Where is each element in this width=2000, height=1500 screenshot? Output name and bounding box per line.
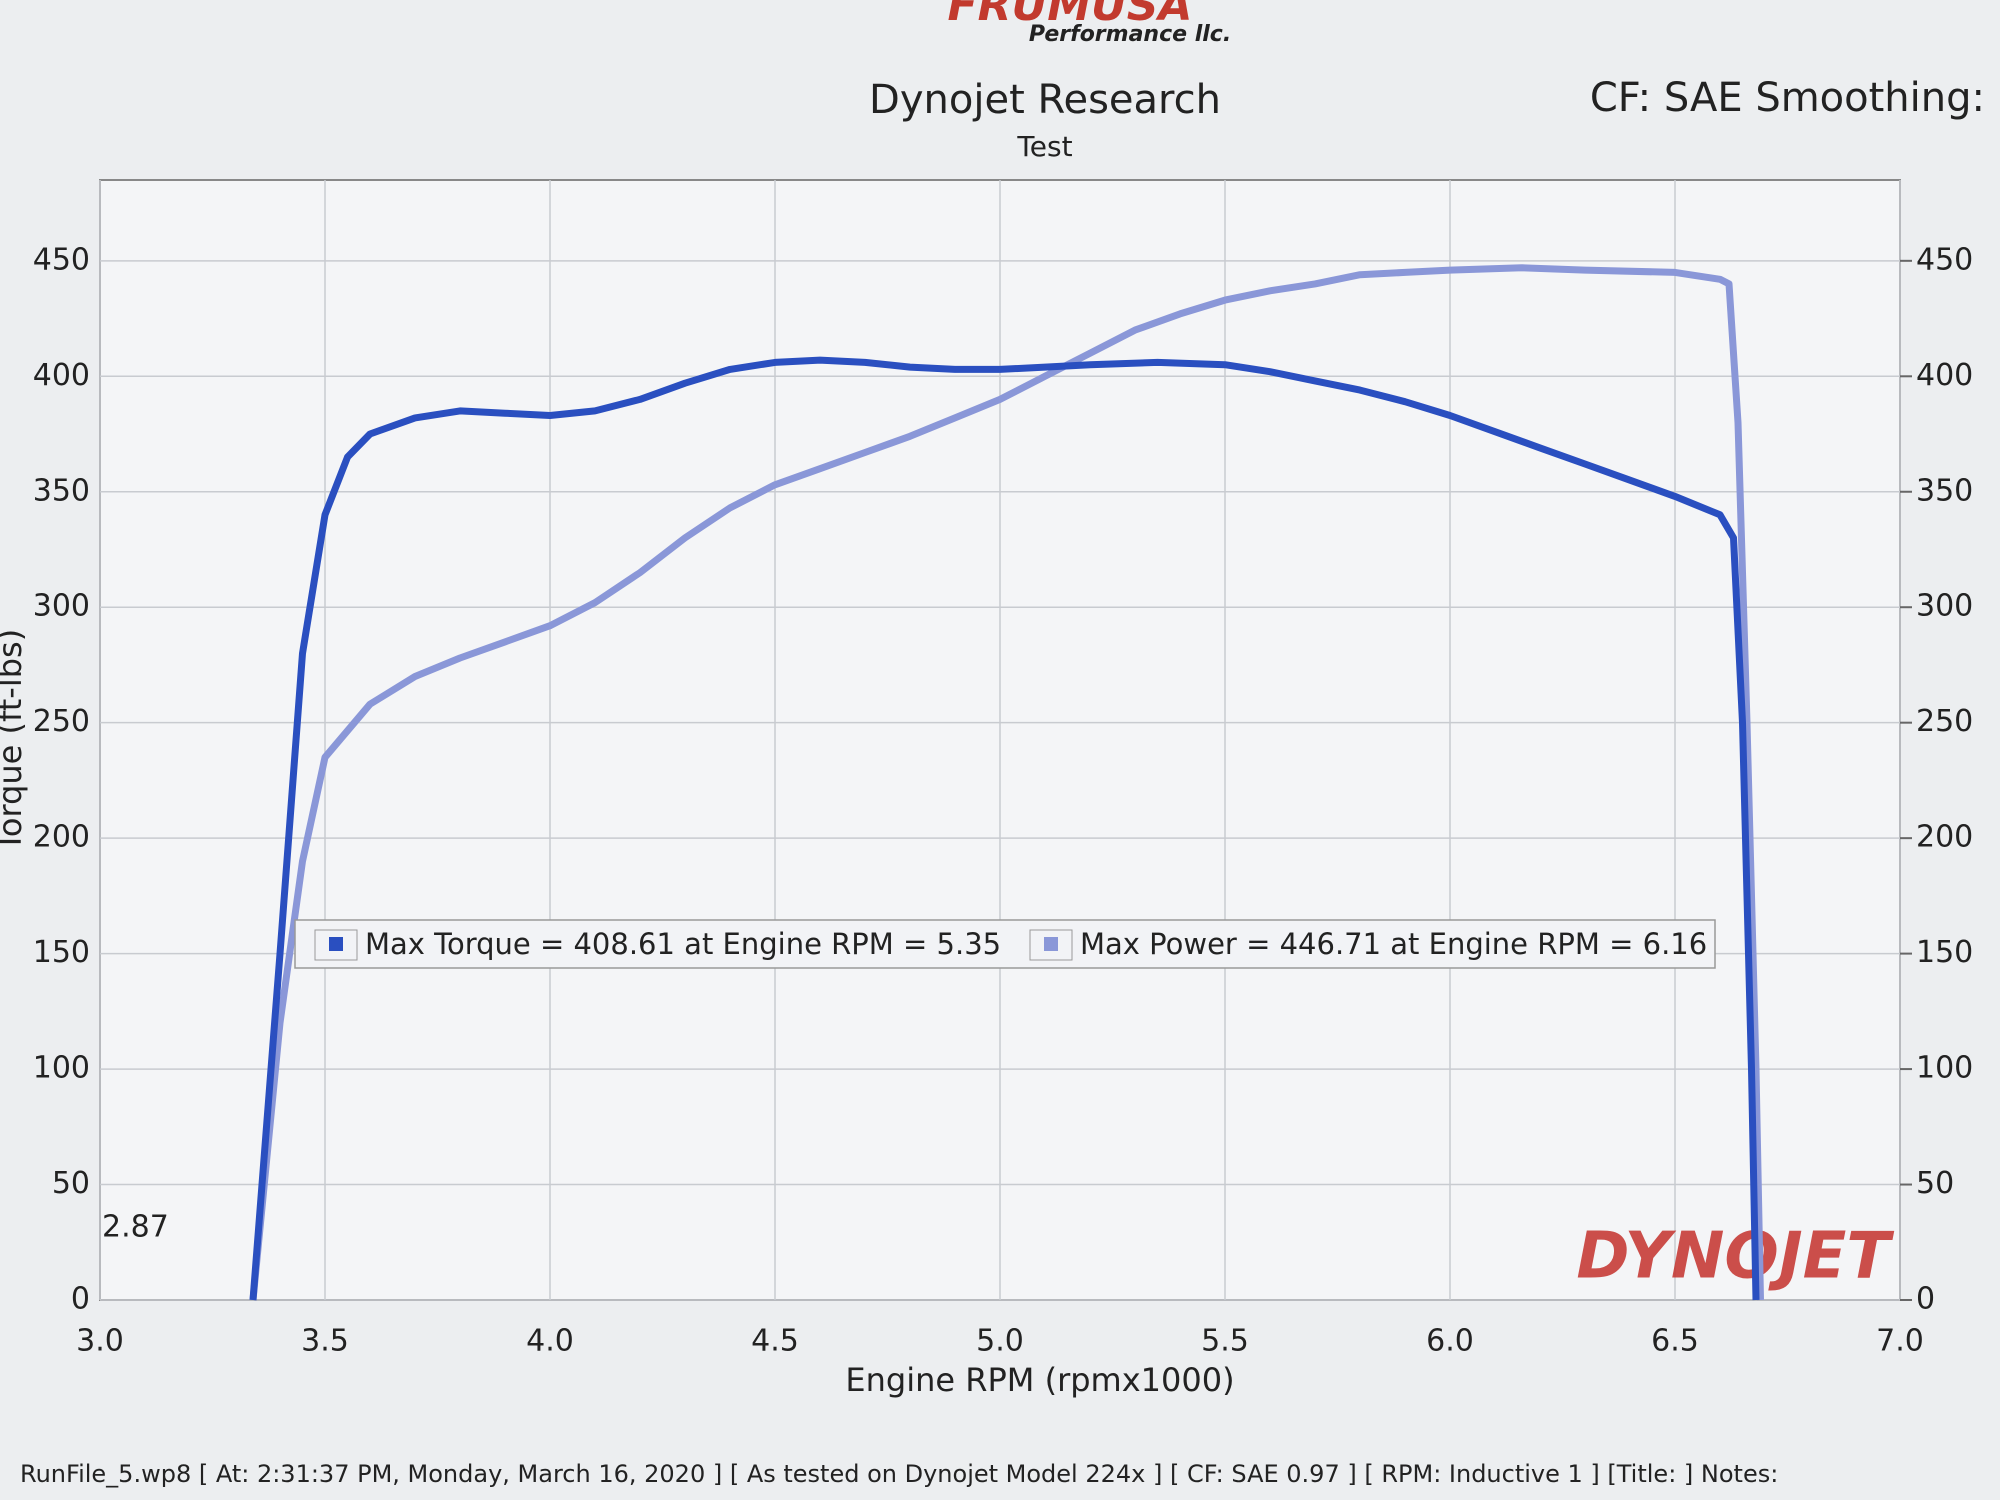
x-tick-label: 7.0 xyxy=(1876,1324,1924,1359)
x-tick-label: 6.5 xyxy=(1651,1324,1699,1359)
legend-marker xyxy=(329,937,343,951)
x-tick-label: 3.5 xyxy=(301,1324,349,1359)
logo: FRUMUSA xyxy=(948,0,1193,31)
legend-label: Max Torque = 408.61 at Engine RPM = 5.35 xyxy=(365,927,1001,961)
series-line xyxy=(249,264,1764,1301)
y-tick-label: 250 xyxy=(33,704,90,739)
y-tick-label: 0 xyxy=(71,1282,90,1317)
y2-tick-label: 0 xyxy=(1916,1282,1935,1317)
y-tick-label: 300 xyxy=(33,589,90,624)
legend-marker xyxy=(1044,937,1058,951)
x-tick-label: 4.5 xyxy=(751,1324,799,1359)
y2-tick-label: 250 xyxy=(1916,704,1973,739)
y2-tick-label: 400 xyxy=(1916,358,1973,393)
cf-label: CF: SAE Smoothing: xyxy=(1590,75,1985,121)
series-line xyxy=(249,356,1760,1301)
legend-swatch xyxy=(314,929,358,961)
y2-tick-label: 150 xyxy=(1916,935,1973,970)
chart-subtitle: Test xyxy=(1016,130,1072,163)
y2-tick-label: 450 xyxy=(1916,242,1973,277)
y-tick-label: 350 xyxy=(33,473,90,508)
footer: RunFile_5.wp8 [ At: 2:31:37 PM, Monday, … xyxy=(20,1460,1778,1488)
y-axis-label: Torque (ft-lbs) xyxy=(0,629,29,852)
annotation: 2.87 xyxy=(102,1210,169,1245)
y-tick-label: 100 xyxy=(33,1051,90,1086)
y2-tick-label: 200 xyxy=(1916,820,1973,855)
legend: Max Torque = 408.61 at Engine RPM = 5.35… xyxy=(294,919,1716,969)
x-axis-label: Engine RPM (rpmx1000) xyxy=(845,1361,1234,1399)
x-tick-label: 5.0 xyxy=(976,1324,1024,1359)
legend-label: Max Power = 446.71 at Engine RPM = 6.16 xyxy=(1080,927,1707,961)
y2-tick-label: 100 xyxy=(1916,1051,1973,1086)
legend-box xyxy=(294,919,1716,969)
chart-title: Dynojet Research xyxy=(869,77,1221,123)
logo-sub: Performance llc. xyxy=(1029,22,1231,47)
legend-swatch xyxy=(1029,929,1073,961)
y-tick-label: 450 xyxy=(33,242,90,277)
x-tick-label: 6.0 xyxy=(1426,1324,1474,1359)
x-tick-label: 4.0 xyxy=(526,1324,574,1359)
y-tick-label: 200 xyxy=(33,820,90,855)
y2-tick-label: 50 xyxy=(1916,1166,1954,1201)
y2-tick-label: 350 xyxy=(1916,473,1973,508)
y-tick-label: 400 xyxy=(33,358,90,393)
y2-tick-label: 300 xyxy=(1916,589,1973,624)
x-tick-label: 3.0 xyxy=(76,1324,124,1359)
y-tick-label: 150 xyxy=(33,935,90,970)
y-tick-label: 50 xyxy=(52,1166,90,1201)
watermark: DYNOJET xyxy=(1576,1220,1894,1294)
x-tick-label: 5.5 xyxy=(1201,1324,1249,1359)
